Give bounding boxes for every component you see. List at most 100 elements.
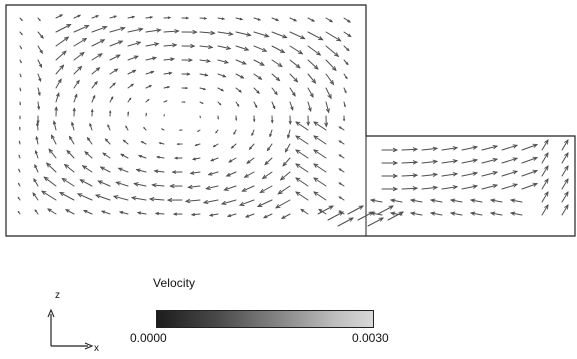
velocity-arrow: [289, 59, 301, 69]
velocity-arrow: [253, 31, 270, 38]
velocity-arrow: [145, 112, 148, 117]
velocity-arrow: [429, 211, 443, 216]
velocity-arrow: [73, 65, 83, 75]
velocity-arrow: [140, 141, 147, 145]
velocity-arrow: [19, 45, 23, 50]
velocity-arrow: [279, 171, 291, 181]
velocity-arrow: [127, 41, 142, 47]
velocity-arrow: [73, 51, 85, 61]
velocity-arrow: [271, 73, 281, 82]
velocity-arrow: [202, 199, 219, 205]
velocity-arrow: [235, 87, 242, 93]
velocity-arrow: [143, 126, 147, 131]
velocity-arrow: [541, 204, 549, 216]
velocity-arrow: [153, 169, 165, 174]
velocity-arrow: [325, 73, 335, 86]
velocity-arrow: [501, 170, 519, 177]
velocity-arrow: [48, 148, 57, 159]
velocity-arrow: [158, 142, 165, 145]
velocity-arrow: [253, 17, 262, 21]
velocity-arrow: [59, 191, 75, 201]
velocity-arrow: [481, 183, 499, 190]
velocity-arrow: [541, 191, 549, 203]
velocity-arrow: [271, 87, 278, 96]
velocity-arrow: [34, 164, 39, 173]
velocity-arrow: [246, 157, 255, 164]
velocity-arrow: [176, 142, 183, 146]
z-axis-label: z: [55, 290, 60, 301]
velocity-arrow: [269, 129, 273, 138]
velocity-arrow: [251, 129, 255, 137]
velocity-arrow: [192, 157, 201, 161]
velocity-arrow: [109, 110, 112, 117]
velocity-arrow: [73, 79, 80, 89]
velocity-arrow: [389, 198, 403, 203]
velocity-arrow: [561, 165, 569, 177]
velocity-arrow: [145, 98, 150, 103]
velocity-arrow: [184, 198, 201, 204]
velocity-arrow: [429, 198, 443, 203]
velocity-arrow: [145, 16, 154, 19]
velocity-arrow: [145, 70, 155, 75]
velocity-arrow: [449, 211, 463, 216]
velocity-arrow: [256, 199, 273, 207]
velocity-arrow: [381, 173, 399, 179]
velocity-arrow: [343, 101, 346, 108]
velocity-arrow: [235, 73, 245, 79]
velocity-arrow: [307, 73, 317, 84]
velocity-arrow: [324, 115, 329, 128]
velocity-arrow: [266, 143, 273, 152]
velocity-arrow: [181, 43, 196, 49]
velocity-arrow: [325, 17, 334, 23]
velocity-arrow: [357, 211, 374, 221]
velocity-arrow: [238, 199, 255, 206]
velocity-arrow: [561, 139, 569, 151]
velocity-arrow: [47, 208, 57, 215]
velocity-arrow: [199, 30, 216, 36]
velocity-arrow: [205, 185, 219, 190]
velocity-arrow: [160, 128, 165, 131]
velocity-arrow: [196, 129, 201, 133]
velocity-arrow: [264, 157, 273, 166]
velocity-arrow: [271, 59, 283, 68]
velocity-arrow: [17, 182, 21, 187]
velocity-arrow: [307, 45, 322, 56]
velocity-arrow: [338, 154, 345, 159]
velocity-arrow: [253, 87, 260, 94]
velocity-arrow: [163, 86, 171, 89]
velocity-arrow: [71, 121, 75, 131]
velocity-arrow: [109, 40, 124, 47]
velocity-arrow: [271, 101, 276, 110]
velocity-arrow: [122, 139, 129, 145]
velocity-arrow: [91, 80, 98, 89]
velocity-arrow: [295, 135, 309, 145]
velocity-arrow: [381, 160, 399, 166]
velocity-arrow: [220, 199, 237, 206]
velocity-arrow: [401, 160, 419, 165]
velocity-arrow: [19, 73, 22, 78]
velocity-arrow: [489, 211, 503, 216]
channel-boundary: [5, 4, 576, 237]
velocity-arrow: [521, 182, 539, 190]
velocity-arrow: [288, 115, 292, 125]
velocity-arrow: [99, 166, 111, 173]
velocity-arrow: [541, 165, 549, 177]
velocity-arrow: [253, 101, 258, 109]
velocity-arrow: [282, 157, 291, 167]
velocity-arrow: [313, 135, 327, 145]
velocity-arrow: [387, 211, 404, 221]
velocity-arrow: [50, 134, 57, 145]
velocity-arrow: [83, 209, 93, 215]
velocity-arrow: [135, 168, 147, 173]
velocity-arrow: [178, 129, 183, 131]
velocity-arrow: [271, 31, 288, 39]
velocity-arrow: [541, 152, 549, 164]
velocity-arrow: [145, 42, 160, 47]
velocity-arrow: [55, 50, 67, 61]
velocity-arrow: [18, 154, 21, 159]
velocity-arrow: [199, 59, 211, 63]
velocity-arrow: [286, 129, 291, 139]
velocity-arrow: [120, 153, 129, 159]
velocity-arrow: [163, 16, 172, 20]
velocity-arrow: [109, 26, 126, 33]
